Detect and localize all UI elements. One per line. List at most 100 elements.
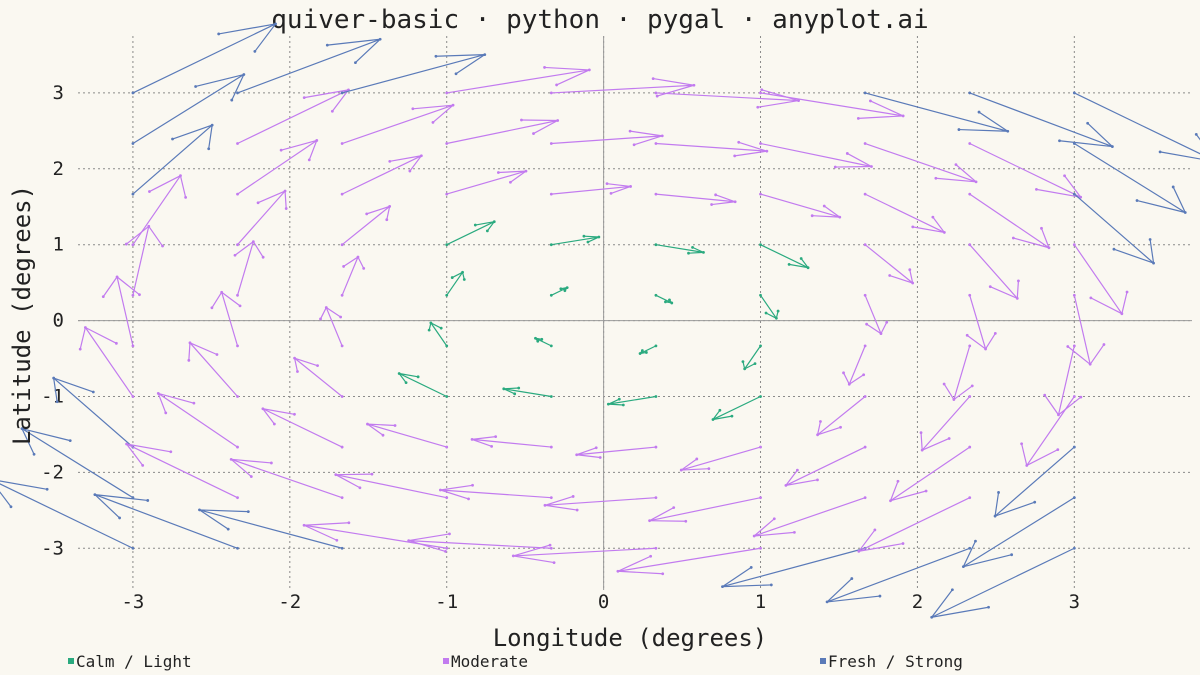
arrow-vertex-dot bbox=[470, 438, 474, 441]
arrow-shaft bbox=[969, 142, 1082, 198]
arrow-shaft bbox=[721, 547, 866, 588]
arrow-vertex-dot bbox=[792, 530, 796, 534]
arrow-head bbox=[79, 327, 86, 350]
arrow-vertex-dot bbox=[774, 316, 778, 320]
y-tick-label: 3 bbox=[53, 82, 64, 104]
arrow-head bbox=[953, 385, 973, 401]
arrow-vertex-dot bbox=[810, 214, 814, 218]
arrow-shaft bbox=[471, 436, 552, 448]
arrow-vertex-dot bbox=[1058, 139, 1061, 143]
arrow-vertex-dot bbox=[741, 360, 745, 364]
arrow-shaft bbox=[341, 205, 391, 246]
arrow-vertex-dot bbox=[879, 332, 883, 336]
vector-arrow bbox=[857, 496, 972, 553]
arrow-vertex-dot bbox=[411, 107, 415, 111]
arrow-vertex-dot bbox=[721, 585, 724, 588]
vector-arrow bbox=[229, 457, 344, 500]
vector-arrow bbox=[52, 376, 135, 449]
arrow-vertex-dot bbox=[316, 364, 319, 368]
arrow-shaft bbox=[1073, 244, 1123, 315]
arrow-shaft bbox=[931, 547, 1075, 618]
arrow-vertex-dot bbox=[654, 395, 658, 398]
vector-arrow bbox=[711, 395, 762, 421]
arrow-shaft bbox=[969, 193, 1050, 249]
arrow-vertex-dot bbox=[256, 201, 260, 205]
arrow-vertex-dot bbox=[358, 486, 362, 490]
arrow-shaft bbox=[230, 458, 343, 499]
arrow-vertex-dot bbox=[164, 411, 168, 415]
arrow-vertex-dot bbox=[842, 371, 845, 375]
arrow-vertex-dot bbox=[9, 505, 13, 509]
vector-arrow bbox=[502, 386, 553, 398]
arrow-shaft bbox=[617, 547, 761, 572]
arrow-head bbox=[125, 225, 150, 245]
x-axis-title: Longitude (degrees) bbox=[493, 624, 768, 652]
arrow-head bbox=[157, 393, 167, 414]
arrow-vertex-dot bbox=[524, 169, 528, 173]
arrow-vertex-dot bbox=[654, 496, 658, 500]
legend-label: Moderate bbox=[451, 652, 528, 671]
arrow-vertex-dot bbox=[654, 243, 658, 247]
arrow-vertex-dot bbox=[756, 105, 760, 109]
vector-arrow bbox=[156, 392, 239, 449]
arrow-vertex-dot bbox=[764, 311, 768, 315]
vector-arrow bbox=[942, 344, 974, 401]
arrow-vertex-dot bbox=[968, 445, 972, 449]
arrow-vertex-dot bbox=[1072, 192, 1076, 196]
arrow-vertex-dot bbox=[1035, 187, 1038, 191]
arrow-vertex-dot bbox=[340, 496, 344, 500]
arrow-vertex-dot bbox=[952, 398, 956, 401]
arrow-vertex-dot bbox=[930, 615, 934, 619]
arrow-vertex-dot bbox=[977, 110, 981, 114]
vector-arrow bbox=[759, 192, 842, 219]
arrow-head bbox=[583, 235, 599, 238]
arrow-vertex-dot bbox=[279, 148, 283, 152]
vector-arrow bbox=[1072, 192, 1155, 265]
arrow-vertex-dot bbox=[654, 344, 658, 348]
arrow-vertex-dot bbox=[920, 448, 924, 452]
vector-arrow bbox=[549, 182, 632, 196]
arrow-head bbox=[126, 443, 144, 466]
vector-arrow bbox=[438, 483, 553, 501]
arrow-vertex-dot bbox=[1102, 343, 1106, 346]
arrow-vertex-dot bbox=[968, 142, 972, 145]
arrow-vertex-dot bbox=[114, 341, 118, 345]
arrow-vertex-dot bbox=[131, 142, 135, 145]
arrow-vertex-dot bbox=[236, 546, 239, 550]
arrow-vertex-dot bbox=[233, 253, 237, 257]
arrow-shaft bbox=[544, 495, 656, 506]
arrow-vertex-dot bbox=[207, 147, 211, 151]
arrow-vertex-dot bbox=[1072, 395, 1076, 398]
vector-arrow bbox=[334, 472, 449, 500]
arrow-vertex-dot bbox=[378, 37, 382, 41]
arrow-vertex-dot bbox=[759, 395, 762, 398]
vector-arrow bbox=[125, 442, 239, 500]
arrow-vertex-dot bbox=[549, 496, 553, 500]
arrow-shaft bbox=[116, 276, 140, 347]
arrow-shaft bbox=[237, 38, 381, 94]
arrow-vertex-dot bbox=[733, 200, 737, 204]
arrow-vertex-dot bbox=[1017, 279, 1020, 283]
arrow-vertex-dot bbox=[759, 496, 762, 500]
arrow-head bbox=[435, 53, 485, 57]
arrow-vertex-dot bbox=[684, 519, 688, 523]
arrow-vertex-dot bbox=[1152, 261, 1155, 265]
arrow-vertex-dot bbox=[366, 422, 369, 426]
arrow-vertex-dot bbox=[511, 554, 515, 558]
arrow-shaft bbox=[132, 23, 277, 94]
arrow-head bbox=[513, 555, 555, 564]
chart-title: quiver-basic · python · pygal · anyplot.… bbox=[271, 5, 928, 35]
arrow-vertex-dot bbox=[445, 344, 449, 348]
arrow-vertex-dot bbox=[462, 278, 466, 281]
vector-arrow bbox=[1072, 142, 1187, 214]
vector-arrow bbox=[654, 88, 800, 109]
arrow-vertex-dot bbox=[220, 290, 224, 294]
arrow-vertex-dot bbox=[1194, 133, 1198, 136]
vector-arrow bbox=[606, 395, 658, 407]
vector-arrow bbox=[340, 204, 392, 247]
arrow-vertex-dot bbox=[654, 293, 658, 297]
arrow-vertex-dot bbox=[236, 192, 239, 196]
arrow-vertex-dot bbox=[20, 427, 24, 431]
vector-arrow bbox=[889, 445, 972, 503]
arrow-vertex-dot bbox=[950, 588, 954, 592]
